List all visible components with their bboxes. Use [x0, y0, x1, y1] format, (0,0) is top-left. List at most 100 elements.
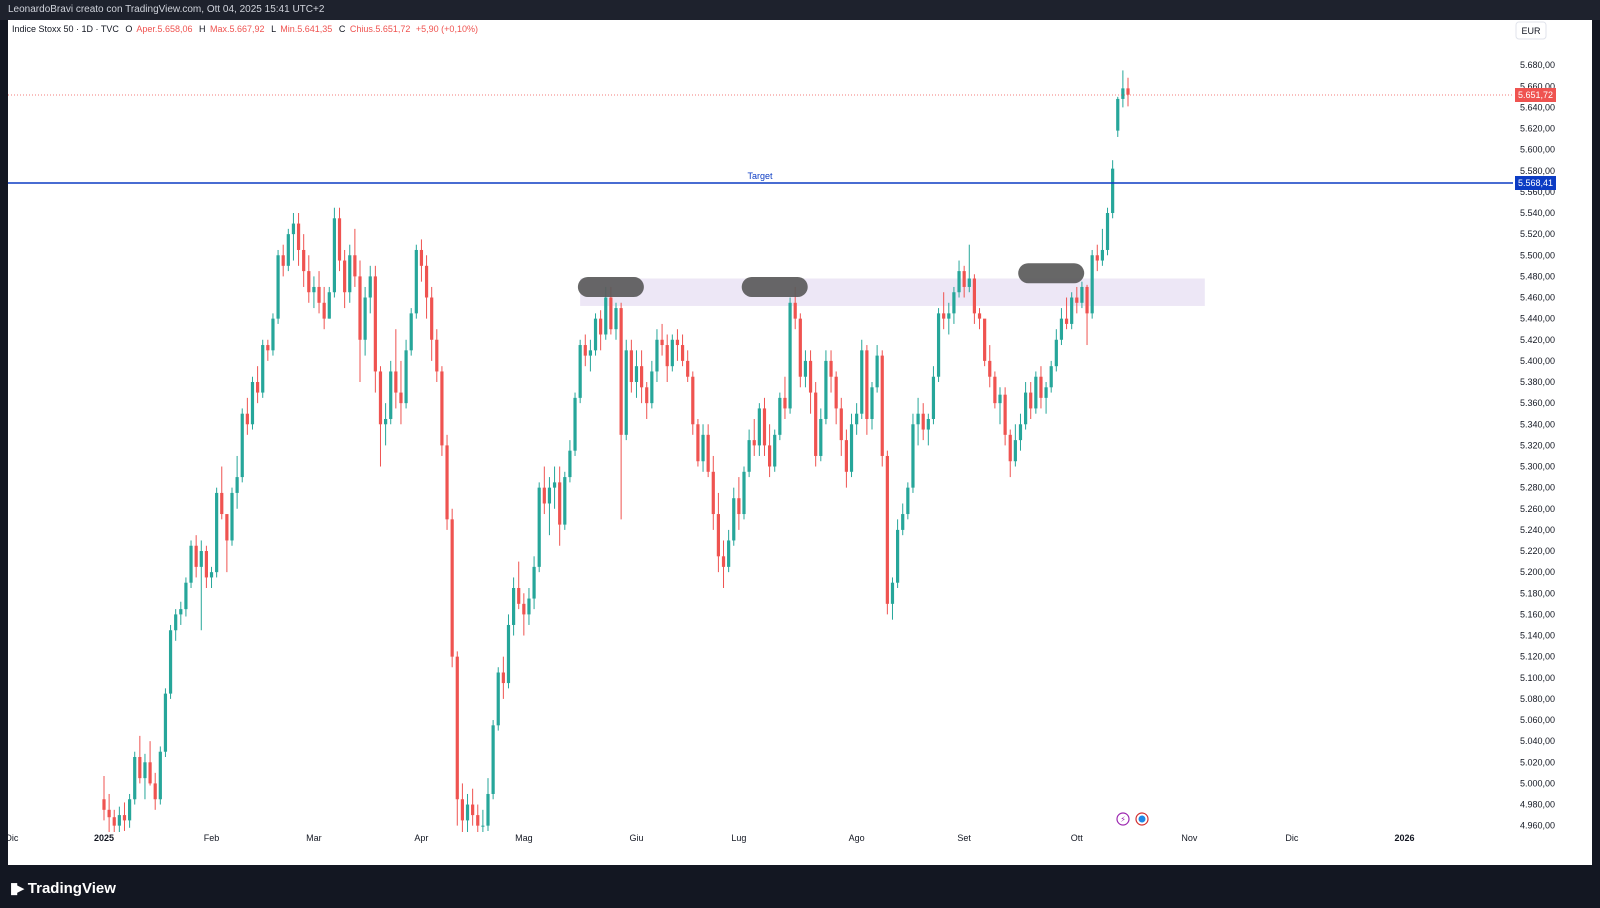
tradingview-logo[interactable]: ▮▸ TradingView: [10, 879, 116, 898]
candle-body: [450, 519, 454, 657]
candle-body: [936, 313, 941, 377]
candle-body: [399, 392, 403, 404]
y-tick-label: 5.420,00: [1520, 335, 1555, 345]
candle-body: [1013, 440, 1017, 462]
candle-body: [896, 529, 900, 583]
earnings-dot: [1138, 815, 1146, 823]
candle-body: [855, 413, 859, 425]
candle-body: [440, 371, 444, 446]
currency-badge[interactable]: [1515, 21, 1547, 40]
candle-body: [542, 487, 546, 504]
candle-body: [788, 302, 792, 409]
candle-body: [640, 366, 644, 388]
candle-body: [558, 482, 562, 525]
candle-body: [593, 318, 598, 351]
candle-body: [947, 313, 951, 319]
candle-body: [174, 614, 178, 631]
candle-body: [742, 471, 746, 515]
candle-body: [491, 725, 495, 794]
x-tick-label: Ago: [849, 833, 865, 843]
candle-body: [138, 757, 142, 779]
x-tick-label: 2026: [1394, 833, 1414, 843]
candle-body: [711, 471, 715, 515]
attribution-text: LeonardoBravi creato con TradingView.com…: [8, 4, 325, 15]
candle-body: [721, 556, 726, 567]
candle-body: [860, 350, 864, 414]
candle-body: [194, 545, 198, 567]
time-axis[interactable]: Dic 2025 Feb Mar Apr Mag Giu Lug Ago Set Ott Nov Dic…: [8, 833, 1414, 843]
y-tick-label: 5.340,00: [1520, 419, 1555, 429]
support-zone: [580, 278, 1205, 306]
candle-body: [102, 799, 106, 810]
candle-body: [245, 413, 249, 425]
candle-body: [655, 339, 659, 372]
candle-body: [983, 318, 987, 361]
candle-body: [890, 582, 895, 604]
x-tick-label: Mar: [306, 833, 322, 843]
candle-body: [107, 809, 111, 818]
candle-body: [952, 292, 956, 314]
y-tick-label: 5.120,00: [1520, 652, 1555, 662]
y-tick-label: 5.320,00: [1520, 440, 1555, 450]
candle-body: [1111, 168, 1115, 214]
candle-body: [199, 551, 203, 567]
candle-body: [1034, 376, 1038, 409]
candle-body: [977, 313, 982, 319]
legend-c-value: Chius.5.651,72: [350, 24, 411, 34]
y-tick-label: 5.060,00: [1520, 715, 1555, 725]
candle-body: [317, 286, 321, 303]
candle-body: [230, 492, 234, 541]
candle-body: [604, 297, 608, 335]
candle-body: [680, 345, 685, 361]
candle-body: [307, 271, 311, 293]
candle-body: [819, 418, 823, 456]
candle-body: [906, 487, 910, 515]
candle-body: [588, 350, 592, 356]
candle-body: [1085, 286, 1089, 314]
candle-body: [814, 392, 818, 456]
candle-body: [634, 366, 639, 383]
legend-o-label: O: [125, 24, 132, 34]
top-attribution-bar: LeonardoBravi creato con TradingView.com…: [0, 0, 1600, 20]
x-tick-label: Lug: [731, 833, 746, 843]
candle-body: [691, 376, 695, 425]
event-flash-icon[interactable]: [1116, 812, 1130, 826]
candle-body: [988, 360, 992, 377]
candle-body: [419, 249, 424, 266]
candle-body: [701, 434, 705, 462]
y-tick-label: 5.240,00: [1520, 525, 1555, 535]
highlight-marker: [577, 276, 644, 297]
chart-panel[interactable]: Target 4.960,00 4.980,00 5.000,00 5.020,00 5…: [8, 20, 1592, 865]
legend-l-value: Min.5.641,35: [280, 24, 332, 34]
candle-body: [1075, 297, 1079, 303]
last-price-label: 5.651,72: [1518, 90, 1553, 100]
candle-body: [117, 815, 121, 826]
candle-body: [1090, 255, 1094, 314]
markers-layer: [577, 263, 1085, 297]
candlestick-chart[interactable]: Target 4.960,00 4.980,00 5.000,00 5.020,00 5…: [8, 20, 1592, 865]
legend-c-label: C: [339, 24, 346, 34]
candle-body: [1049, 366, 1053, 388]
candle-body: [839, 408, 843, 441]
candle-body: [517, 587, 521, 604]
candle-body: [829, 360, 833, 377]
candle-body: [645, 387, 649, 404]
candle-body: [312, 286, 316, 293]
candle-body: [573, 397, 577, 451]
candle-body: [240, 413, 244, 478]
candle-body: [1044, 387, 1048, 398]
candle-body: [1126, 88, 1130, 95]
legend-symbol: Indice Stoxx 50 · 1D · TVC: [12, 24, 119, 34]
candle-body: [235, 477, 239, 493]
candle-body: [368, 276, 372, 298]
candle-body: [747, 440, 751, 472]
price-axis[interactable]: 4.960,00 4.980,00 5.000,00 5.020,00 5.040,00…: [1515, 60, 1556, 831]
candle-body: [414, 249, 418, 314]
brand-name: TradingView: [27, 879, 116, 897]
candle-body: [1054, 339, 1058, 367]
candle-body: [209, 572, 214, 578]
candle-body: [578, 345, 582, 398]
candle-body: [532, 566, 536, 599]
candle-body: [389, 371, 393, 419]
x-tick-label: Feb: [204, 833, 220, 843]
